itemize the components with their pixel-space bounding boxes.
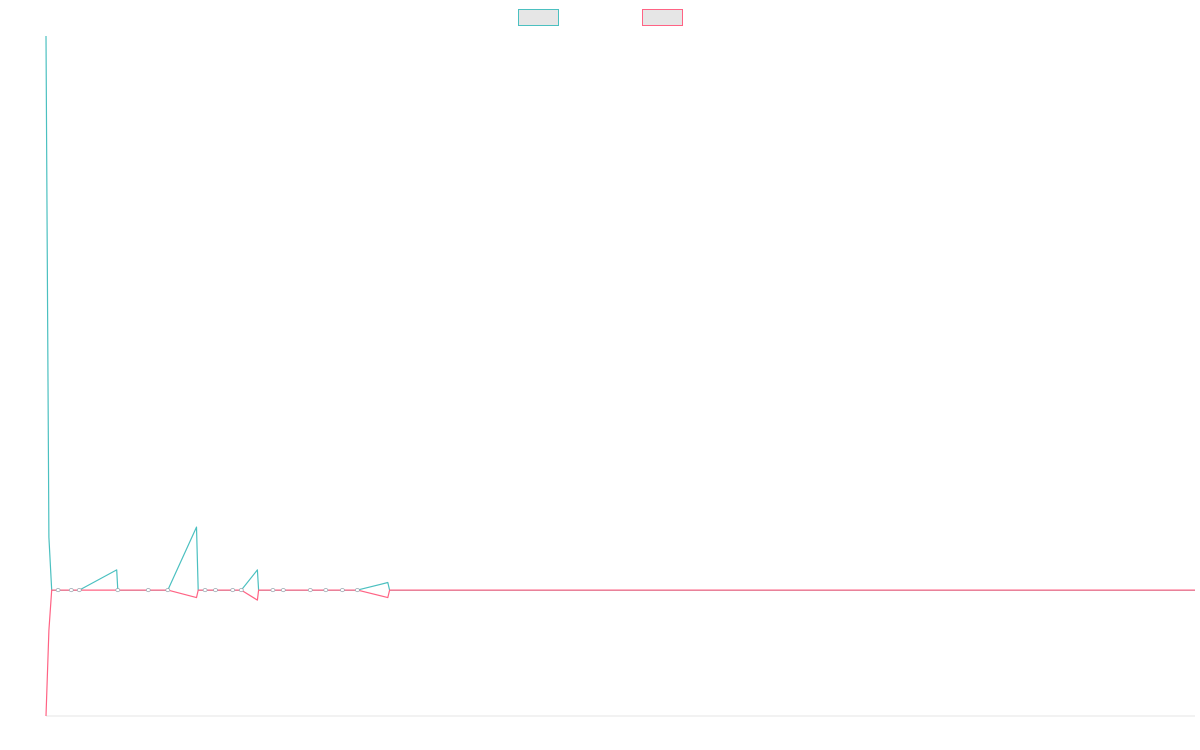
point-marker — [202, 588, 208, 593]
point-marker — [339, 588, 345, 593]
point-marker — [238, 588, 244, 593]
legend-swatch-2[interactable] — [642, 9, 683, 26]
legend-swatch-1[interactable] — [518, 9, 559, 26]
point-marker — [76, 588, 82, 593]
point-marker — [55, 588, 61, 593]
data-points — [55, 588, 360, 593]
point-marker — [68, 588, 74, 593]
series-lines — [45, 35, 1195, 717]
legend — [518, 9, 683, 26]
point-marker — [115, 588, 121, 593]
series-line-2 — [45, 589, 1195, 717]
point-marker — [230, 588, 236, 593]
point-marker — [165, 588, 171, 593]
point-marker — [307, 588, 313, 593]
point-marker — [145, 588, 151, 593]
point-marker — [213, 588, 218, 593]
point-marker — [323, 588, 329, 593]
point-marker — [354, 588, 360, 593]
point-marker — [270, 588, 276, 593]
point-marker — [280, 588, 286, 593]
series-line-1 — [45, 35, 1195, 591]
